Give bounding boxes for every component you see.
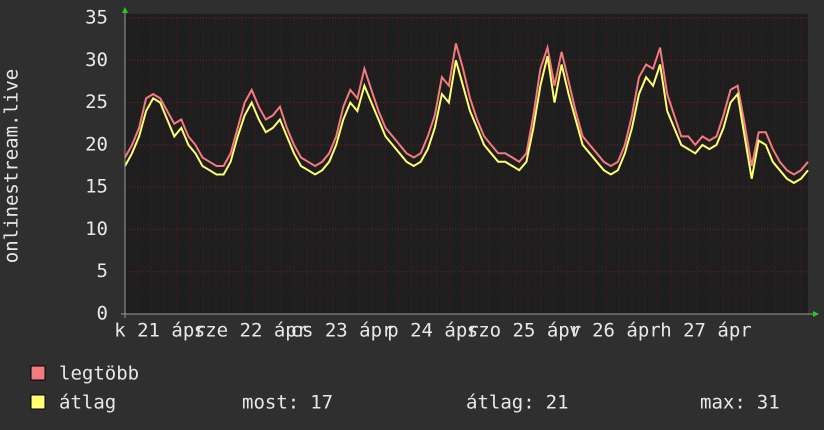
x-tick-label: k 21 ápr [114, 320, 206, 342]
lines [124, 43, 809, 185]
y-tick-label: 5 [97, 260, 108, 282]
x-tick-label: p 24 ápr [387, 320, 479, 342]
stat-label: max: [700, 392, 746, 414]
y-arrow [122, 7, 128, 13]
y-tick-label: 0 [97, 303, 108, 325]
plot-area [125, 14, 808, 314]
series-line [124, 43, 809, 176]
y-tick-label: 15 [85, 176, 108, 198]
x-tick-label: h 27 ápr [660, 320, 752, 342]
stat-label: átlag: [466, 392, 535, 414]
legend-label: átlag [59, 392, 116, 414]
y-axis-label: onlinestream.live [1, 69, 23, 263]
x-tick-label: v 26 ápr [569, 320, 661, 342]
stat-value: 21 [546, 392, 569, 414]
stat-value: 17 [310, 392, 333, 414]
x-arrow [813, 311, 819, 317]
y-tick-label: 30 [85, 49, 108, 71]
y-tick-label: 20 [85, 133, 108, 155]
stat-label: most: [242, 392, 299, 414]
stat-value: 31 [757, 392, 780, 414]
legend: legtöbb átlag most: 17 átlag: 21 max: 31 [30, 363, 780, 414]
y-tick-label: 10 [85, 218, 108, 240]
y-tick-label: 35 [85, 7, 108, 29]
series-line [124, 55, 809, 185]
legend-swatch [30, 365, 46, 381]
x-tick-label: szo 25 ápr [467, 320, 581, 342]
legend-swatch [30, 394, 46, 410]
legend-label: legtöbb [59, 363, 139, 385]
x-tick-label: cs 23 ápr [291, 320, 394, 342]
y-tick-label: 25 [85, 91, 108, 113]
x-tick-label: sze 22 ápr [194, 320, 308, 342]
